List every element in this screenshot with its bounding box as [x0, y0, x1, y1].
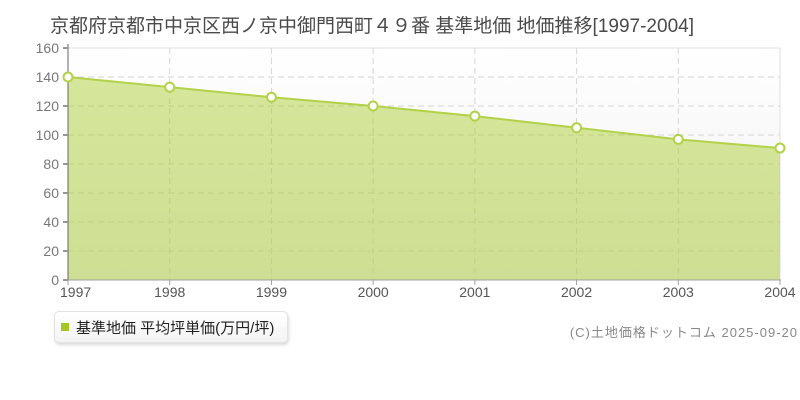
data-point-marker: [265, 91, 277, 103]
y-axis-tick-label: 100: [36, 127, 60, 143]
y-axis-tick-label: 40: [43, 214, 59, 230]
x-axis-tick-label: 2004: [764, 284, 795, 300]
x-axis-tick-label: 1997: [60, 284, 91, 300]
data-point-marker: [672, 133, 684, 145]
page-title: 京都府京都市中京区西ノ京中御門西町４９番 基準地価 地価推移[1997-2004…: [50, 16, 694, 37]
data-point-marker: [62, 71, 74, 83]
price-area: [68, 77, 780, 280]
data-point-marker: [774, 142, 786, 154]
y-axis-tick-label: 0: [51, 272, 59, 288]
x-axis-tick-label: 2000: [358, 284, 389, 300]
y-axis-tick-label: 80: [43, 156, 59, 172]
y-axis-tick-label: 20: [43, 243, 59, 259]
y-axis-tick-label: 140: [36, 69, 60, 85]
data-point-marker: [164, 81, 176, 93]
y-axis-tick-label: 60: [43, 185, 59, 201]
x-axis-tick-label: 1999: [256, 284, 287, 300]
price-line: [67, 76, 781, 150]
legend-label: 基準地価 平均坪単価(万円/坪): [76, 319, 275, 337]
x-axis-tick-label: 2001: [459, 284, 490, 300]
x-axis-tick-label: 1998: [154, 284, 185, 300]
data-point-marker: [571, 122, 583, 134]
x-axis-tick-label: 2002: [561, 284, 592, 300]
legend: 基準地価 平均坪単価(万円/坪): [54, 311, 289, 343]
data-point-marker: [469, 110, 481, 122]
copyright-text: (C)土地価格ドットコム 2025-09-20: [569, 325, 798, 340]
data-point-marker: [367, 100, 379, 112]
x-axis-tick-label: 2003: [663, 284, 694, 300]
y-axis-tick-label: 160: [36, 40, 60, 56]
legend-swatch-icon: [61, 323, 69, 331]
y-axis-tick-label: 120: [36, 98, 60, 114]
price-trend-chart: 0 20 40 60 80 100 120 140 160 1997 1998 1999 2000 200…: [36, 40, 796, 300]
